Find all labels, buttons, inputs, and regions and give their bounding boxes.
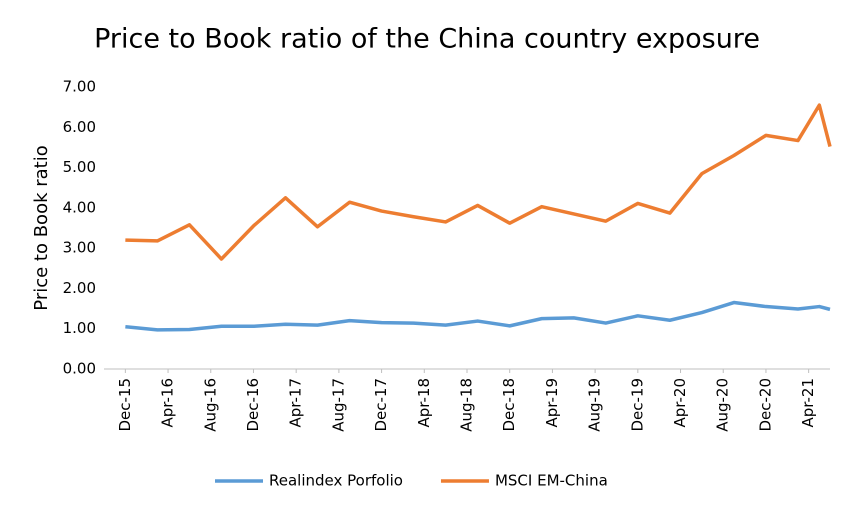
x-tick-label: Aug-17 [329,378,347,432]
y-tick-label: 2.00 [63,279,96,297]
y-tick-label: 5.00 [63,158,96,176]
y-tick-label: 7.00 [63,78,96,96]
x-tick-label: Apr-17 [287,378,305,428]
y-tick-label: 3.00 [63,239,96,257]
x-tick-label: Dec-15 [116,378,134,432]
series-line [125,300,831,332]
legend-label: Realindex Porfolio [269,472,403,490]
x-tick-label: Dec-18 [500,378,518,432]
y-tick-label: 4.00 [63,198,96,216]
series-line [125,103,832,261]
legend-label: MSCI EM-China [495,472,608,490]
x-tick-label: Aug-20 [714,378,732,432]
x-tick-label: Aug-16 [201,378,219,432]
x-tick-label: Apr-16 [159,378,177,428]
x-tick-label: Apr-19 [543,378,561,428]
x-tick-label: Apr-21 [799,378,817,428]
chart-title: Price to Book ratio of the China country… [94,24,760,55]
x-tick-label: Dec-16 [244,378,262,432]
x-tick-label: Apr-18 [415,378,433,428]
x-tick-label: Dec-17 [372,378,390,432]
y-tick-label: 0.00 [63,360,96,378]
x-tick-label: Dec-19 [628,378,646,432]
x-tick-label: Aug-19 [586,378,604,432]
x-tick-label: Aug-18 [458,378,476,432]
y-axis-label: Price to Book ratio [31,145,52,310]
x-tick-label: Apr-20 [671,378,689,428]
y-tick-label: 1.00 [63,319,96,337]
y-tick-label: 6.00 [63,118,96,136]
x-tick-label: Dec-20 [756,378,774,432]
